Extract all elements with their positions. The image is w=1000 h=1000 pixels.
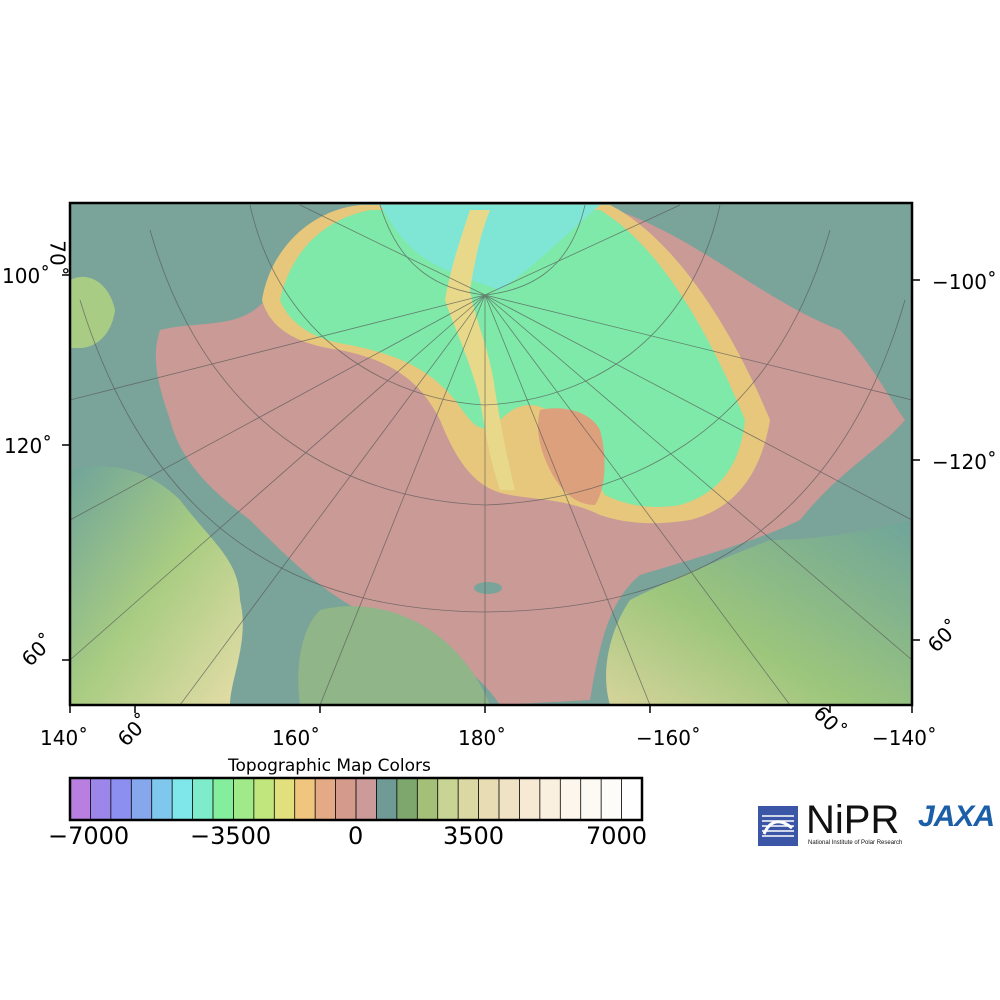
land-right [606, 520, 912, 705]
deep-basin [280, 210, 745, 507]
colorbar-cell [233, 777, 255, 821]
colorbar-cell [376, 777, 398, 821]
colorbar-cell [314, 777, 337, 821]
colorbar-cell [519, 777, 541, 821]
land-left [70, 466, 243, 705]
nipr-subtitle: National Institute of Polar Research [808, 840, 903, 846]
colorbar-label-mid-neg: −3500 [190, 822, 272, 850]
colorbar-label-mid-pos: 3500 [443, 822, 505, 850]
colorbar-cell [396, 777, 418, 821]
jaxa-logo: JAXA [918, 800, 995, 833]
colorbar-label-zero: 0 [348, 822, 364, 850]
colorbar-cell [539, 777, 561, 821]
bottom-label-160: 160˚ [272, 726, 321, 750]
colorbar-title: Topographic Map Colors [228, 756, 431, 776]
colorbar-cell [478, 777, 500, 821]
colorbar-cell [130, 777, 153, 821]
bottom-label-140: 140˚ [40, 726, 89, 750]
graticule [70, 204, 912, 705]
colorbar-cell [90, 777, 112, 821]
plateau [538, 408, 605, 505]
colorbar-cell [212, 777, 235, 821]
colorbar-cell [621, 777, 643, 821]
colorbar-cell [498, 777, 521, 821]
colorbar-label-max: 7000 [586, 822, 648, 850]
nipr-logo: NiPR [806, 798, 900, 842]
bottom-label-minus-140: −140˚ [872, 726, 937, 750]
colorbar-cell [457, 777, 480, 821]
colorbar-cell [151, 777, 173, 821]
frame-ticks [62, 274, 920, 713]
island [474, 582, 502, 594]
colorbar-cell [253, 777, 275, 821]
polar-basin [380, 205, 600, 290]
nipr-emblem-icon [758, 806, 798, 846]
colorbar-cell [110, 777, 132, 821]
left-label-100: 100˚ [2, 264, 51, 288]
colorbar-cell [69, 777, 92, 821]
colorbar-frame [68, 776, 644, 822]
colorbar-cell [335, 777, 357, 821]
land-bottom [298, 606, 490, 705]
colorbar-cell [273, 777, 296, 821]
colorbar-cell [437, 777, 459, 821]
left-label-70: 70˚ [45, 240, 70, 276]
colorbar-cell [416, 777, 439, 821]
colorbar-cell [355, 777, 378, 821]
colorbar-cell [580, 777, 602, 821]
land-island-left [70, 276, 115, 349]
colorbar-cell [600, 777, 623, 821]
right-label-120: −120˚ [932, 450, 997, 474]
colorbar [69, 777, 643, 821]
colorbar-cell [559, 777, 582, 821]
colorbar-cell [171, 777, 194, 821]
right-label-100: −100˚ [932, 270, 997, 294]
bottom-label-180: 180˚ [458, 726, 507, 750]
colorbar-cell [294, 777, 316, 821]
colorbar-cell [192, 777, 214, 821]
map-frame [68, 201, 914, 707]
colorbar-label-min: −7000 [48, 822, 130, 850]
bottom-label-minus-160: −160˚ [636, 726, 701, 750]
ridge [445, 210, 515, 490]
left-label-120: 120˚ [4, 434, 53, 458]
